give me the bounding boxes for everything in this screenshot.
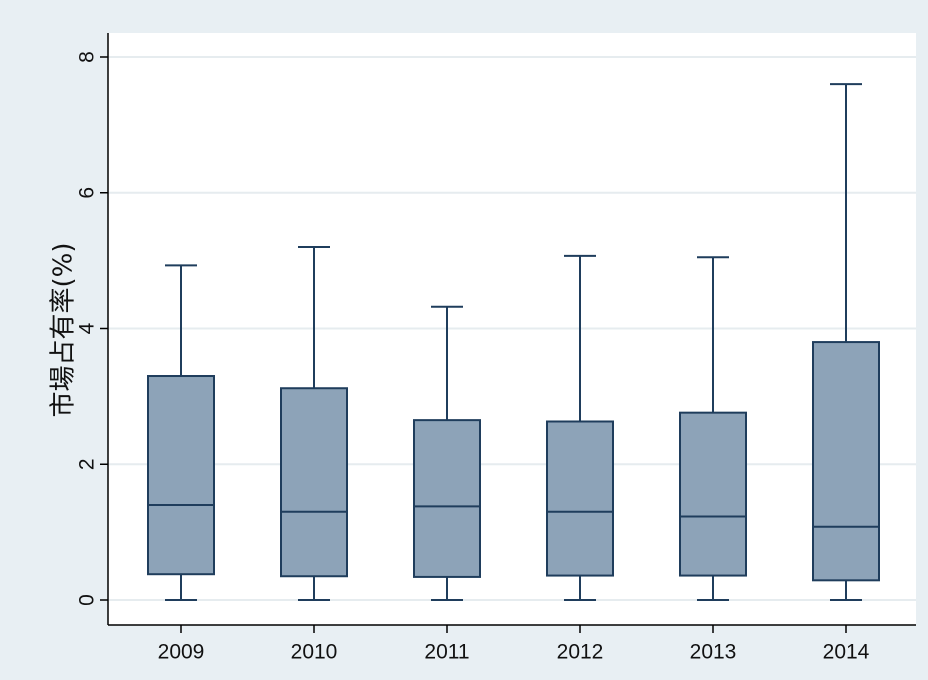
y-tick-label-6: 6	[76, 187, 99, 199]
gridlines	[108, 56, 916, 601]
x-tick-label-2012: 2012	[557, 641, 604, 664]
x-tick-label-2009: 2009	[158, 641, 205, 664]
y-axis-label: 市場占有率(%)	[49, 243, 79, 418]
y-tick-label-2: 2	[76, 458, 99, 470]
x-tick-label-2011: 2011	[424, 641, 469, 664]
axes-group: 0 2 4 6 8 2009 2010 2011 2012 2013 2014	[76, 33, 916, 664]
x-tick-label-2010: 2010	[291, 641, 338, 664]
x-tick-label-2013: 2013	[690, 641, 737, 664]
y-tick-label-4: 4	[76, 322, 99, 334]
box-2009	[147, 375, 215, 576]
y-tick-label-8: 8	[76, 51, 99, 63]
box-2011	[413, 419, 481, 578]
box-2010	[280, 387, 348, 578]
box-2012	[546, 420, 614, 577]
x-tick-label-2014: 2014	[823, 641, 870, 664]
box-2013	[679, 411, 747, 577]
boxes-group	[147, 83, 880, 601]
box-2014	[812, 341, 880, 582]
y-tick-label-0: 0	[76, 594, 99, 606]
